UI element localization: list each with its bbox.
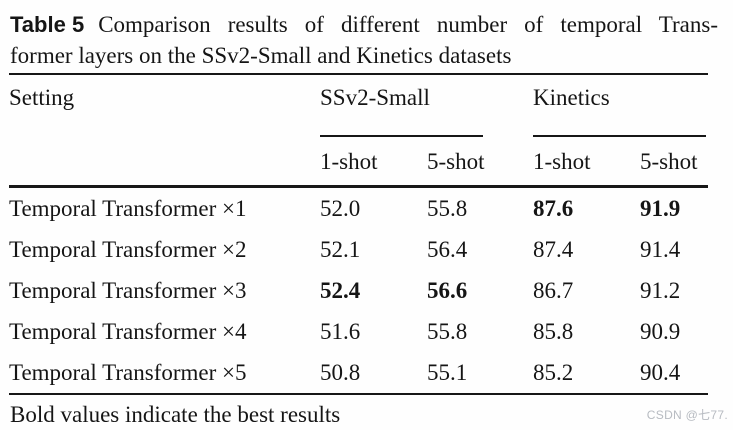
cell-value: 86.7 (533, 277, 574, 303)
table-row: Temporal Transformer ×1 52.0 55.8 87.6 9… (9, 187, 708, 230)
cell-value: 90.4 (640, 359, 681, 385)
column-header-ssv2-1shot: 1-shot (320, 137, 427, 188)
column-group-kinetics: Kinetics (533, 74, 708, 137)
subheader-row: 1-shot 5-shot 1-shot 5-shot (9, 137, 709, 188)
table-footnote: Bold values indicate the best results (10, 402, 341, 427)
cell-value: 52.1 (320, 236, 361, 262)
watermark: CSDN @七77. (646, 408, 728, 422)
column-header-setting: Setting (9, 74, 320, 188)
cell-value: 87.4 (533, 236, 574, 262)
table-number-label: Table 5 (10, 12, 85, 37)
cell-value-best: 56.6 (427, 277, 468, 303)
cell-value: 55.8 (427, 195, 468, 221)
caption-text-line-2: former layers on the SSv2-Small and Kine… (10, 43, 512, 68)
cell-value: 51.6 (320, 318, 361, 344)
column-header-kinetics-1shot: 1-shot (533, 137, 641, 188)
caption-line-1: Table 5 Comparison results of different … (10, 9, 718, 40)
cell-value: 55.1 (427, 359, 468, 385)
column-header-ssv2-5shot: 5-shot (427, 137, 534, 188)
cell-value: 50.8 (320, 359, 361, 385)
row-label: Temporal Transformer ×5 (9, 359, 247, 385)
cell-value-best: 87.6 (533, 195, 574, 221)
row-label: Temporal Transformer ×3 (9, 277, 247, 303)
cell-value: 52.0 (320, 195, 361, 221)
cell-value-best: 52.4 (320, 277, 361, 303)
table-caption: Table 5 Comparison results of different … (10, 9, 718, 71)
cell-value: 55.8 (427, 318, 468, 344)
cell-value-best: 91.9 (640, 195, 681, 221)
cell-value: 56.4 (427, 236, 468, 262)
table-row: Temporal Transformer ×2 52.1 56.4 87.4 9… (9, 229, 708, 270)
row-label: Temporal Transformer ×4 (9, 318, 247, 344)
cell-value: 85.8 (533, 318, 574, 344)
cell-value: 91.2 (640, 277, 681, 303)
cell-value: 91.4 (640, 236, 681, 262)
caption-text-line-1: Comparison results of different number o… (98, 12, 718, 37)
cell-value: 85.2 (533, 359, 574, 385)
table-row: Temporal Transformer ×5 50.8 55.1 85.2 9… (9, 352, 708, 394)
row-label: Temporal Transformer ×2 (9, 236, 247, 262)
column-header-kinetics-5shot: 5-shot (640, 137, 709, 188)
results-table: Setting SSv2-Small Kinetics 1-shot 5-sho… (9, 73, 709, 395)
cell-value: 90.9 (640, 318, 681, 344)
table-row: Temporal Transformer ×3 52.4 56.6 86.7 9… (9, 270, 708, 311)
table-row: Temporal Transformer ×4 51.6 55.8 85.8 9… (9, 311, 708, 352)
column-group-ssv2-small: SSv2-Small (320, 74, 533, 137)
row-label: Temporal Transformer ×1 (9, 195, 247, 221)
group-header-row: Setting SSv2-Small Kinetics (9, 74, 708, 188)
